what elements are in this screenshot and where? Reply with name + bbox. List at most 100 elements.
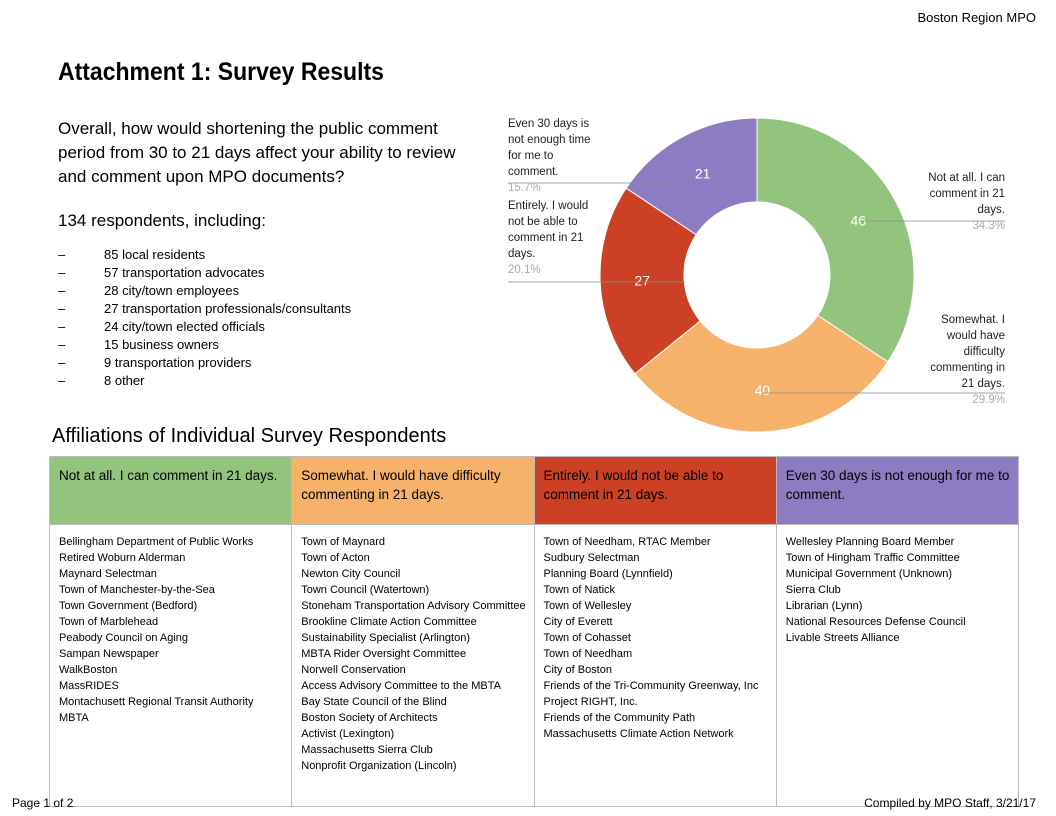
legend-label-green: Not at all. I can comment in 21 days. 34.…	[928, 172, 1005, 232]
affiliation-item: MassRIDES	[59, 680, 119, 692]
affiliation-item: Friends of the Tri-Community Greenway, I…	[543, 680, 759, 692]
group-label: 8 other	[104, 373, 145, 388]
donut-chart: 46 40 27 21 Even 30 days is not enough time…	[480, 110, 1040, 440]
group-label: 24 city/town elected officials	[104, 319, 265, 334]
affiliation-item: Town Government (Bedford)	[59, 600, 198, 612]
group-label: 85 local residents	[104, 247, 206, 262]
column-header: Not at all. I can comment in 21 days.	[48, 456, 293, 525]
column-header: Somewhat. I would have difficulty commen…	[291, 456, 535, 525]
affiliation-item: Planning Board (Lynnfield)	[543, 568, 673, 580]
group-label: 27 transportation professionals/consulta…	[104, 301, 352, 316]
affiliation-item: Librarian (Lynn)	[785, 600, 863, 612]
affiliation-item: Retired Woburn Alderman	[59, 552, 186, 564]
column-items: Town of Needham, RTAC Member Sudbury Sele…	[533, 524, 777, 807]
affiliation-item: Stoneham Transportation Advisory Committ…	[301, 600, 526, 612]
affiliation-item: Town of Acton	[301, 552, 370, 564]
affiliations-title: Affiliations of Individual Survey Respon…	[52, 425, 447, 447]
slice-value-label: 27	[634, 272, 650, 288]
group-label: 57 transportation advocates	[104, 265, 265, 280]
affiliation-item: Peabody Council on Aging	[59, 632, 189, 644]
affiliations-table: Not at all. I can comment in 21 days. Som…	[48, 456, 1020, 807]
slice-value-label: 46	[851, 213, 867, 229]
affiliation-item: Bay State Council of the Blind	[301, 696, 447, 708]
bullet-dash: –	[58, 337, 66, 352]
affiliation-item: Project RIGHT, Inc.	[543, 696, 638, 708]
affiliation-item: Massachusetts Climate Action Network	[543, 728, 734, 740]
bullet-dash: –	[58, 265, 66, 280]
group-label: 28 city/town employees	[104, 283, 240, 298]
affiliation-item: Town of Hingham Traffic Committee	[785, 552, 960, 564]
group-label: 9 transportation providers	[104, 355, 252, 370]
respondent-groups-list: – 85 local residents – 57 transportation ad…	[58, 246, 351, 390]
respondent-group: – 8 other	[58, 372, 351, 390]
respondent-group: – 24 city/town elected officials	[58, 318, 351, 336]
legend-label-purple: Even 30 days is not enough time for me t…	[508, 118, 591, 194]
column-items: Bellingham Department of Public Works Ret…	[48, 524, 293, 807]
group-label: 15 business owners	[104, 337, 219, 352]
donut-slice	[625, 117, 758, 236]
column-items: Town of Maynard Town of Acton Newton City …	[291, 524, 535, 807]
affiliation-item: Town of Natick	[543, 584, 616, 596]
affiliation-item: MBTA Rider Oversight Committee	[301, 648, 467, 660]
affiliation-item: Nonprofit Organization (Lincoln)	[301, 760, 457, 772]
respondent-group: – 85 local residents	[58, 246, 351, 264]
affiliation-item: Town Council (Watertown)	[301, 584, 430, 596]
affiliation-item: Town of Wellesley	[543, 600, 632, 612]
respondent-group: – 27 transportation professionals/consult…	[58, 300, 351, 318]
compiled-by: Compiled by MPO Staff, 3/21/17	[864, 796, 1036, 810]
affiliation-item: Sustainability Specialist (Arlington)	[301, 632, 470, 644]
respondent-group: – 9 transportation providers	[58, 354, 351, 372]
affiliation-item: Massachusetts Sierra Club	[301, 744, 433, 756]
affiliation-item: Maynard Selectman	[59, 568, 157, 580]
column-header: Entirely. I would not be able to comment…	[533, 456, 777, 525]
affiliation-item: Town of Cohasset	[543, 632, 631, 644]
affiliation-item: Livable Streets Alliance	[785, 632, 900, 644]
affiliation-item: City of Boston	[543, 664, 612, 676]
affiliation-item: Sudbury Selectman	[543, 552, 640, 564]
donut-slice	[634, 314, 889, 433]
page-title: Attachment 1: Survey Results	[58, 58, 384, 86]
affiliation-item: Norwell Conservation	[301, 664, 406, 676]
legend-label-red: Entirely. I would not be able to comment…	[508, 200, 589, 276]
bullet-dash: –	[58, 247, 66, 262]
organization-header: Boston Region MPO	[917, 10, 1036, 25]
donut-slice	[599, 187, 701, 375]
column-header: Even 30 days is not enough for me to com…	[775, 456, 1020, 525]
affiliation-item: City of Everett	[543, 616, 613, 628]
affiliation-item: Montachusett Regional Transit Authority	[59, 696, 254, 708]
affiliation-item: Brookline Climate Action Committee	[301, 616, 477, 628]
affiliation-item: Town of Maynard	[301, 536, 386, 548]
respondent-count: 134 respondents, including:	[58, 211, 266, 230]
survey-question: Overall, how would shortening the public…	[58, 119, 456, 186]
affiliation-item: Newton City Council	[301, 568, 401, 580]
bullet-dash: –	[58, 301, 66, 316]
affiliation-item: Wellesley Planning Board Member	[785, 536, 955, 548]
affiliation-item: National Resources Defense Council	[785, 616, 966, 628]
affiliation-item: Town of Needham	[543, 648, 633, 660]
bullet-dash: –	[58, 283, 66, 298]
donut-slice	[756, 117, 915, 363]
affiliation-item: Sampan Newspaper	[59, 648, 159, 660]
page-number: Page 1 of 2	[12, 796, 74, 810]
respondent-group: – 57 transportation advocates	[58, 264, 351, 282]
affiliation-item: Boston Society of Architects	[301, 712, 438, 724]
affiliation-item: Bellingham Department of Public Works	[59, 536, 254, 548]
affiliation-item: Access Advisory Committee to the MBTA	[301, 680, 501, 692]
affiliation-item: WalkBoston	[59, 664, 118, 676]
respondent-group: – 15 business owners	[58, 336, 351, 354]
column-items: Wellesley Planning Board Member Town of H…	[775, 524, 1020, 807]
affiliation-item: Municipal Government (Unknown)	[785, 568, 953, 580]
slice-value-label: 21	[695, 166, 711, 182]
bullet-dash: –	[58, 355, 66, 370]
affiliation-item: Friends of the Community Path	[543, 712, 696, 724]
affiliation-item: MBTA	[59, 712, 89, 724]
affiliation-item: Activist (Lexington)	[301, 728, 395, 740]
bullet-dash: –	[58, 319, 66, 334]
affiliation-item: Town of Manchester-by-the-Sea	[59, 584, 215, 596]
affiliation-item: Town of Marblehead	[59, 616, 159, 628]
affiliation-item: Town of Needham, RTAC Member	[543, 536, 711, 548]
donut-svg: 46 40 27 21	[508, 117, 1005, 433]
respondent-group: – 28 city/town employees	[58, 282, 351, 300]
affiliation-item: Sierra Club	[785, 584, 841, 596]
legend-label-orange: Somewhat. I would have difficulty commen…	[930, 314, 1005, 406]
